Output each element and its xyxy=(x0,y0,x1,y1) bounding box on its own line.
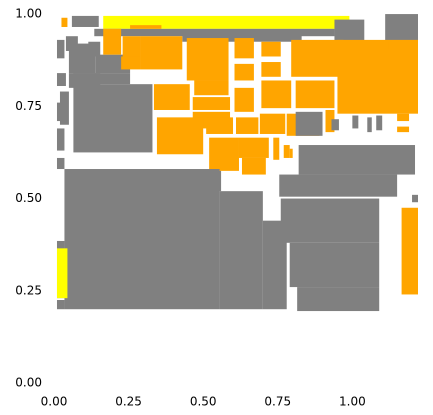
y-tick-label: 0.50 xyxy=(15,191,42,205)
treemap-rect-15 xyxy=(56,128,65,151)
x-tick-label: 0.25 xyxy=(115,395,142,409)
treemap-rect-8 xyxy=(56,39,65,59)
treemap-rect-23 xyxy=(140,36,183,70)
treemap-rect-61 xyxy=(279,174,398,197)
treemap-rect-16 xyxy=(56,157,65,170)
treemap-rect-49 xyxy=(241,157,266,175)
treemap-rect-50 xyxy=(273,137,280,160)
treemap-rect-25 xyxy=(121,56,141,70)
treemap-rect-65 xyxy=(412,194,418,203)
treemap-rect-12 xyxy=(88,41,101,57)
treemap-rect-37 xyxy=(234,87,254,112)
x-tick-label: 0.50 xyxy=(190,395,217,409)
treemap-rect-42 xyxy=(206,117,234,134)
treemap-rect-33 xyxy=(337,39,418,114)
y-tick-label: 0.75 xyxy=(15,99,42,113)
treemap-rect-17 xyxy=(56,102,65,122)
treemap-rect-27 xyxy=(194,80,229,96)
y-tick-label: 0.00 xyxy=(15,376,42,390)
treemap-rect-73 xyxy=(56,248,68,299)
treemap-rect-64 xyxy=(297,287,380,312)
treemap-rect-69 xyxy=(262,220,287,310)
treemap-rect-66 xyxy=(401,207,418,295)
treemap-rect-67 xyxy=(64,169,220,310)
treemap-rect-38 xyxy=(261,80,292,109)
treemap-rect-10 xyxy=(56,73,66,87)
treemap-rect-5 xyxy=(94,28,335,37)
treemap-rect-0 xyxy=(71,15,99,27)
x-axis-ticks: 0.00 0.25 0.50 0.75 1.00 xyxy=(41,395,366,409)
x-tick-label: 0.75 xyxy=(264,395,291,409)
treemap-rect-31 xyxy=(234,63,254,81)
treemap-rect-54 xyxy=(331,119,339,131)
treemap-rect-56 xyxy=(367,117,372,133)
treemap-rect-18 xyxy=(73,84,153,153)
x-tick-label: 1.00 xyxy=(339,395,366,409)
treemap-rect-1 xyxy=(61,17,68,27)
treemap-rect-26 xyxy=(186,38,229,81)
treemap-rect-47 xyxy=(209,137,239,171)
treemap-rect-55 xyxy=(352,115,359,129)
treemap-rect-57 xyxy=(376,115,383,131)
treemap-rect-70 xyxy=(218,170,222,192)
y-tick-label: 1.00 xyxy=(15,7,42,21)
treemap-rect-60 xyxy=(298,145,416,175)
treemap-rect-52 xyxy=(289,148,293,158)
y-tick-label: 0.25 xyxy=(15,283,42,297)
treemap-rect-68 xyxy=(219,191,263,310)
treemap-rect-48 xyxy=(238,137,269,158)
x-tick-label: 0.00 xyxy=(41,395,68,409)
treemap-rect-13 xyxy=(65,36,78,51)
treemap-rect-22 xyxy=(130,25,162,29)
treemap-rect-28 xyxy=(234,38,254,59)
y-axis-ticks: 0.00 0.25 0.50 0.75 1.00 xyxy=(15,7,42,390)
treemap-rect-19 xyxy=(73,73,131,85)
treemap-rect-36 xyxy=(192,97,231,110)
treemap-rect-46 xyxy=(325,109,335,133)
treemap-rect-35 xyxy=(153,84,190,110)
chart-rects xyxy=(56,14,418,312)
treemap-rect-41 xyxy=(156,117,204,155)
treemap-rect-72 xyxy=(56,299,65,310)
treemap-rect-59 xyxy=(397,126,410,133)
treemap-rect-2 xyxy=(103,15,350,29)
treemap-rect-30 xyxy=(291,39,344,77)
treemap-rect-51 xyxy=(283,145,290,158)
treemap-rect-24 xyxy=(122,36,141,59)
treemap-rect-43 xyxy=(236,117,259,134)
treemap-rect-58 xyxy=(397,113,410,122)
treemap-rect-53 xyxy=(295,111,323,136)
treemap-rect-34 xyxy=(337,41,389,50)
treemap-rect-62 xyxy=(280,198,380,243)
treemap-rect-44 xyxy=(259,113,286,134)
treemap-rect-29 xyxy=(261,41,281,57)
treemap-rect-39 xyxy=(295,80,335,109)
treemap-rect-63 xyxy=(289,242,380,288)
treemap-rect-21 xyxy=(103,28,122,55)
treemap-rect-32 xyxy=(261,62,281,77)
